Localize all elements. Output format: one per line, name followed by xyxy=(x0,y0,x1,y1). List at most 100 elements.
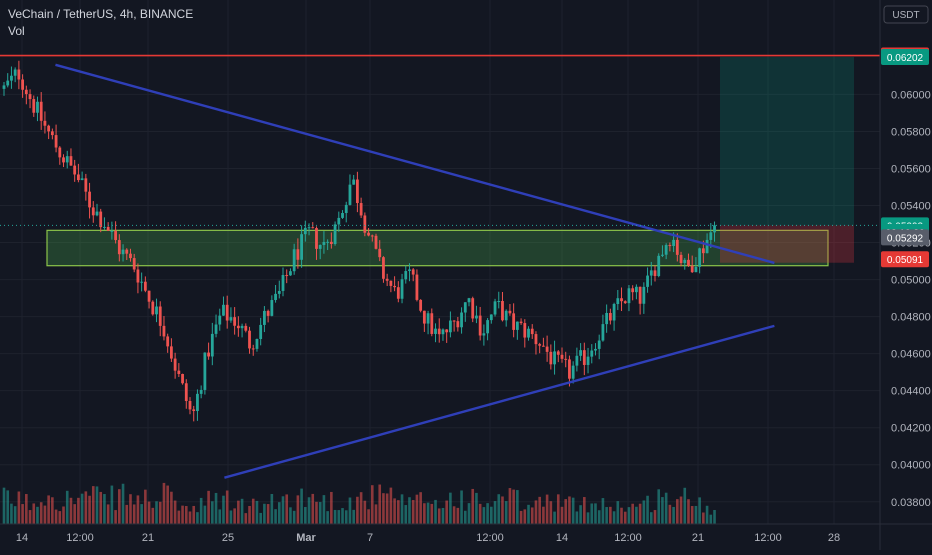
candle-body xyxy=(608,312,612,321)
volume-bar xyxy=(237,500,240,524)
candle-body xyxy=(579,350,582,356)
volume-bar xyxy=(188,511,192,524)
volume-bar xyxy=(586,512,590,524)
volume-bar xyxy=(199,497,203,524)
volume-bar xyxy=(214,492,218,524)
y-tick-label: 0.03800 xyxy=(891,497,931,509)
volume-bar xyxy=(28,510,32,524)
volume-bar xyxy=(672,506,675,524)
candle-body xyxy=(642,286,646,304)
volume-bar xyxy=(456,507,460,524)
candle-body xyxy=(73,165,77,175)
volume-bar xyxy=(136,495,140,524)
x-tick-label: Mar xyxy=(296,532,316,544)
candle-body xyxy=(553,351,556,365)
candle-body xyxy=(612,304,616,321)
volume-bar xyxy=(25,494,28,524)
candle-body xyxy=(460,312,463,328)
candle-body xyxy=(497,301,501,303)
volume-bar xyxy=(218,509,222,524)
candle-body xyxy=(54,135,58,148)
volume-bar xyxy=(679,496,683,524)
candle-body xyxy=(359,203,363,216)
candle-body xyxy=(84,178,88,192)
x-tick-label: 12:00 xyxy=(66,532,94,544)
candle-body xyxy=(620,298,623,302)
candle-body xyxy=(701,248,705,254)
volume-bar xyxy=(330,491,333,524)
volume-bar xyxy=(170,491,173,524)
candle-body xyxy=(244,325,248,331)
candle-body xyxy=(80,178,84,181)
candle-body xyxy=(270,300,274,316)
volume-bar xyxy=(512,489,515,524)
volume-bar xyxy=(311,493,315,524)
volume-bar xyxy=(65,490,69,524)
y-tick-label: 0.04200 xyxy=(891,423,931,435)
candle-body xyxy=(277,290,281,294)
candle-body xyxy=(426,313,430,324)
candle-body xyxy=(151,301,155,315)
candle-body xyxy=(147,290,151,302)
candle-body xyxy=(36,101,39,113)
volume-bar xyxy=(638,503,642,524)
volume-bar xyxy=(6,490,10,524)
volume-bar xyxy=(91,486,95,524)
candle-body xyxy=(504,310,508,321)
price-tag-box xyxy=(881,229,929,246)
volume-bar xyxy=(47,495,50,524)
volume-bar xyxy=(545,494,549,524)
ascending-trendline xyxy=(224,324,775,479)
candle-body xyxy=(623,301,627,304)
candle-body xyxy=(501,301,504,321)
volume-bar xyxy=(516,490,519,524)
candle-body xyxy=(352,179,356,185)
candle-body xyxy=(422,310,426,324)
candle-body xyxy=(196,393,199,412)
descending-trendline xyxy=(55,63,775,265)
volume-bar xyxy=(184,506,188,524)
volume-bar xyxy=(359,492,363,524)
volume-bar xyxy=(21,504,24,524)
volume-bar xyxy=(676,499,679,524)
volume-bar xyxy=(475,492,478,524)
volume-bar xyxy=(292,510,296,524)
volume-indicator-label[interactable]: Vol xyxy=(8,24,25,38)
candle-body xyxy=(296,249,300,260)
candle-body xyxy=(475,315,478,319)
volume-bar xyxy=(657,489,661,524)
candle-body xyxy=(527,328,530,338)
volume-bar xyxy=(84,491,88,524)
volume-bar xyxy=(627,507,631,524)
currency-badge-text: USDT xyxy=(892,10,919,21)
volume-bar xyxy=(434,499,437,524)
candle-body xyxy=(318,244,322,249)
volume-bar xyxy=(322,495,326,524)
volume-bar xyxy=(277,502,281,524)
volume-bar xyxy=(99,491,103,524)
volume-bar xyxy=(713,510,716,524)
volume-bar xyxy=(594,503,597,524)
candle-body xyxy=(207,352,210,357)
candle-body xyxy=(10,75,13,81)
y-tick-label: 0.05600 xyxy=(891,163,931,175)
x-tick-label: 21 xyxy=(692,532,704,544)
candle-body xyxy=(668,245,672,247)
price-tag-label: 0.06202 xyxy=(887,53,924,64)
candle-body xyxy=(326,241,330,243)
volume-bar xyxy=(32,503,36,524)
y-tick-label: 0.05000 xyxy=(891,275,931,287)
candle-body xyxy=(434,328,437,334)
candle-body xyxy=(110,230,114,232)
symbol-title[interactable]: VeChain / TetherUS, 4h, BINANCE xyxy=(8,7,194,21)
candle-body xyxy=(530,328,534,335)
candle-body xyxy=(601,324,605,341)
volume-bar xyxy=(114,510,117,524)
volume-bar xyxy=(649,512,653,524)
volume-bar xyxy=(597,510,601,524)
candle-body xyxy=(590,350,594,357)
candle-body xyxy=(400,279,404,299)
candle-body xyxy=(538,344,542,346)
candle-body xyxy=(218,315,222,325)
